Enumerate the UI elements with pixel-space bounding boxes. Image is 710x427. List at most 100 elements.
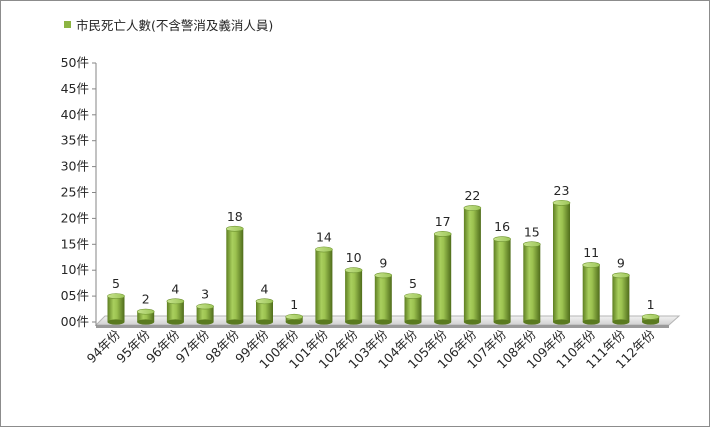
bar-body — [523, 244, 541, 322]
bars — [107, 199, 660, 325]
data-label: 9 — [617, 255, 625, 270]
bar-body — [553, 202, 570, 322]
bar-base — [285, 319, 303, 325]
bar-body — [612, 275, 630, 322]
bar-base — [345, 319, 363, 325]
bar-body — [582, 265, 600, 322]
bar — [226, 225, 244, 325]
data-label: 4 — [171, 281, 179, 296]
y-tick-label: 05件 — [61, 288, 89, 303]
bar-top — [493, 236, 511, 243]
data-label: 10 — [346, 250, 362, 265]
bar-top — [107, 293, 125, 299]
bar — [196, 303, 214, 325]
bar-top — [522, 241, 541, 248]
bar-top — [196, 303, 214, 310]
bar — [374, 272, 393, 325]
bar-body — [434, 233, 452, 322]
bar — [166, 298, 185, 325]
bar-base — [166, 319, 184, 325]
bar-top — [433, 231, 452, 237]
bar-body — [374, 275, 392, 322]
bar-base — [374, 319, 392, 325]
data-label: 15 — [524, 224, 540, 239]
bar-top — [552, 199, 571, 206]
y-tick-label: 15件 — [61, 236, 89, 251]
bar-base — [315, 319, 333, 325]
data-labels: 5 2 4 3 18 4 1 14 10 9 5 17 22 16 15 23 11 9 1 — [112, 183, 655, 312]
bar-top — [641, 313, 660, 320]
bar — [255, 298, 274, 325]
data-label: 4 — [261, 281, 269, 296]
bar — [433, 231, 452, 325]
bar — [493, 236, 511, 325]
bar-top — [315, 246, 333, 253]
y-tick-label: 30件 — [61, 159, 89, 174]
bar — [612, 272, 630, 325]
bar-base — [256, 319, 273, 325]
floor-edge — [96, 325, 669, 328]
y-tick-label: 50件 — [61, 55, 89, 70]
data-label: 3 — [201, 286, 209, 301]
bar-body — [404, 296, 422, 322]
bar-body — [493, 239, 511, 322]
bar-base — [107, 319, 125, 325]
bar-base — [582, 319, 600, 325]
bar-top — [136, 308, 155, 315]
bar-base — [523, 319, 541, 325]
bar — [552, 199, 571, 325]
y-tick-label: 20件 — [61, 210, 89, 225]
bar-top — [166, 298, 185, 305]
data-label: 9 — [379, 255, 387, 270]
bar-base — [612, 319, 630, 325]
bar-top — [226, 225, 244, 232]
bar — [136, 308, 155, 325]
bar — [582, 262, 601, 325]
data-label: 5 — [409, 276, 417, 291]
bar — [344, 267, 363, 325]
bar-body — [137, 311, 155, 322]
bar-base — [137, 319, 155, 325]
data-label: 14 — [316, 229, 332, 244]
legend-swatch — [64, 21, 71, 28]
bar-body — [345, 270, 363, 322]
bar-body — [315, 249, 333, 322]
bar-base — [196, 319, 214, 325]
data-label: 11 — [583, 245, 599, 260]
y-tick-label: 00件 — [61, 314, 89, 329]
data-label: 17 — [435, 214, 451, 229]
bar-body — [256, 301, 273, 322]
bar-base — [404, 319, 422, 325]
bar — [285, 313, 304, 325]
data-label: 22 — [464, 188, 480, 203]
y-tick-label: 35件 — [61, 133, 89, 148]
bar-base — [463, 319, 481, 325]
data-label: 1 — [647, 297, 655, 312]
bar — [404, 293, 422, 325]
bar-top — [463, 205, 482, 211]
bar-body — [166, 301, 184, 322]
bar-top — [344, 267, 363, 274]
y-axis: 00件 05件 10件 15件 20件 25件 30件 35件 40件 45件 50件 — [61, 55, 97, 329]
bar-top — [612, 272, 630, 279]
bar-body — [196, 306, 214, 322]
bar-base — [642, 319, 660, 325]
bar-base — [226, 319, 244, 325]
data-label: 2 — [142, 292, 150, 307]
x-axis-labels: 94年份95年份96年份97年份98年份99年份100年份101年份102年份1… — [84, 326, 658, 372]
bar-top — [285, 313, 304, 320]
bar — [641, 313, 660, 325]
bar-body — [107, 296, 125, 322]
bar-body — [463, 208, 481, 322]
legend-label: 市民死亡人數(不含警消及義消人員) — [76, 18, 273, 33]
data-label: 1 — [290, 297, 298, 312]
bar-base — [493, 319, 511, 325]
bar-top — [582, 262, 601, 268]
data-label: 23 — [554, 183, 570, 198]
bar-base — [553, 319, 570, 325]
bar-body — [226, 228, 244, 322]
y-tick-label: 45件 — [61, 81, 89, 96]
bar-base — [434, 319, 452, 325]
